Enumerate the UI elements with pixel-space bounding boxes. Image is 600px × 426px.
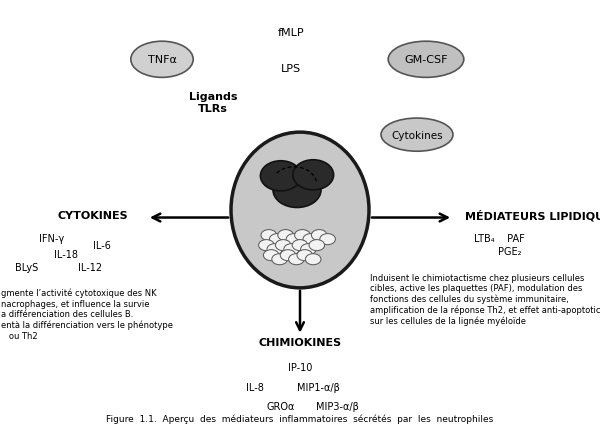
Ellipse shape (295, 230, 310, 241)
Text: gmente l’activité cytotoxique des NK
nacrophages, et influence la survie
a diffé: gmente l’activité cytotoxique des NK nac… (1, 288, 173, 340)
Ellipse shape (289, 254, 304, 265)
Text: Induisent le chimiotactisme chez plusieurs cellules
cibles, active les plaquette: Induisent le chimiotactisme chez plusieu… (370, 273, 600, 325)
Text: IL-12: IL-12 (78, 262, 102, 272)
Ellipse shape (388, 42, 464, 78)
Text: IL-8: IL-8 (246, 382, 264, 392)
Ellipse shape (311, 230, 327, 241)
Ellipse shape (292, 240, 308, 251)
Text: BLyS: BLyS (15, 262, 38, 272)
Text: Figure  1.1.  Aperçu  des  médiateurs  inflammatoires  sécrétés  par  les  neutr: Figure 1.1. Aperçu des médiateurs inflam… (106, 414, 494, 423)
Text: Ligands
TLRs: Ligands TLRs (189, 92, 237, 113)
Ellipse shape (231, 133, 369, 288)
Ellipse shape (261, 230, 277, 241)
Text: MÉDIATEURS LIPIDIQUES: MÉDIATEURS LIPIDIQUES (465, 210, 600, 221)
Ellipse shape (259, 240, 274, 251)
Text: IL-6: IL-6 (93, 241, 111, 250)
Ellipse shape (284, 244, 299, 255)
Ellipse shape (263, 250, 279, 261)
Text: IL-18: IL-18 (54, 250, 78, 259)
Ellipse shape (309, 240, 325, 251)
Ellipse shape (267, 244, 283, 255)
Ellipse shape (320, 234, 335, 245)
Ellipse shape (273, 173, 321, 208)
Text: MIP3-α/β: MIP3-α/β (316, 401, 359, 411)
Text: fMLP: fMLP (278, 28, 304, 37)
Ellipse shape (280, 250, 296, 261)
Ellipse shape (293, 160, 334, 190)
Ellipse shape (275, 240, 291, 251)
Text: CYTOKINES: CYTOKINES (58, 210, 128, 221)
Ellipse shape (272, 254, 287, 265)
Text: CHIMIOKINES: CHIMIOKINES (259, 337, 341, 347)
Text: LTB₄    PAF: LTB₄ PAF (474, 233, 525, 243)
Text: MIP1-α/β: MIP1-α/β (296, 382, 340, 392)
Text: GM-CSF: GM-CSF (404, 55, 448, 65)
Ellipse shape (301, 244, 316, 255)
Text: LPS: LPS (281, 64, 301, 74)
Text: PGE₂: PGE₂ (498, 247, 521, 256)
Text: GROα: GROα (266, 401, 295, 411)
Ellipse shape (297, 250, 313, 261)
Text: Cytokines: Cytokines (391, 130, 443, 140)
Text: IP-10: IP-10 (288, 362, 312, 372)
Ellipse shape (286, 234, 302, 245)
Ellipse shape (260, 161, 301, 191)
Text: TNFα: TNFα (148, 55, 176, 65)
Ellipse shape (269, 234, 285, 245)
Ellipse shape (131, 42, 193, 78)
Ellipse shape (278, 230, 293, 241)
Ellipse shape (381, 119, 453, 152)
Ellipse shape (305, 254, 321, 265)
Text: IFN-γ: IFN-γ (39, 233, 64, 243)
Ellipse shape (303, 234, 319, 245)
